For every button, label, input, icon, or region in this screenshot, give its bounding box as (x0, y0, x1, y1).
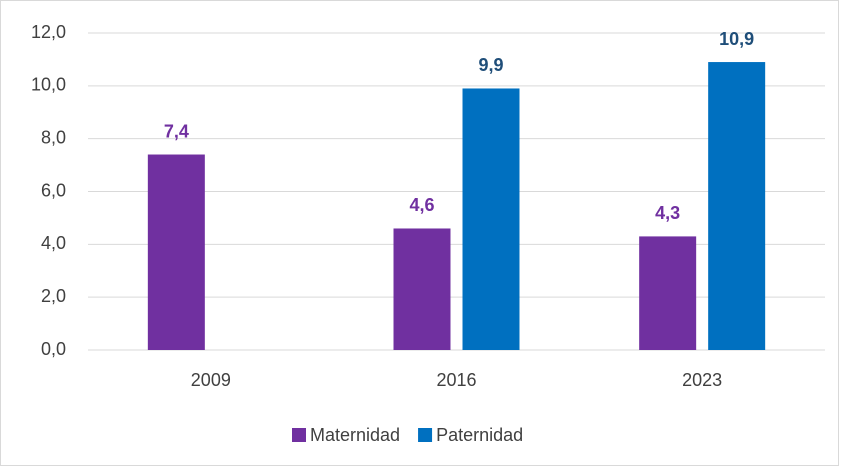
y-tick-label: 10,0 (31, 75, 66, 95)
y-tick-label: 8,0 (41, 127, 66, 147)
value-label: 9,9 (478, 55, 503, 75)
y-tick-label: 0,0 (41, 339, 66, 359)
legend-label: Paternidad (436, 425, 523, 445)
y-tick-label: 6,0 (41, 180, 66, 200)
x-tick-label: 2023 (682, 370, 722, 390)
legend-swatch (418, 428, 433, 442)
bar (462, 88, 520, 350)
value-label: 7,4 (164, 121, 189, 141)
bar (147, 154, 205, 350)
value-label: 4,3 (655, 203, 680, 223)
bar (708, 62, 766, 350)
x-tick-label: 2016 (436, 370, 476, 390)
y-tick-label: 12,0 (31, 22, 66, 42)
legend-swatch (292, 428, 306, 442)
bar (639, 236, 697, 350)
value-label: 4,6 (409, 195, 434, 215)
value-label: 10,9 (719, 29, 754, 49)
y-tick-label: 4,0 (41, 233, 66, 253)
legend-label: Maternidad (310, 425, 400, 445)
x-tick-label: 2009 (191, 370, 231, 390)
y-tick-label: 2,0 (41, 286, 66, 306)
bar (393, 228, 451, 350)
